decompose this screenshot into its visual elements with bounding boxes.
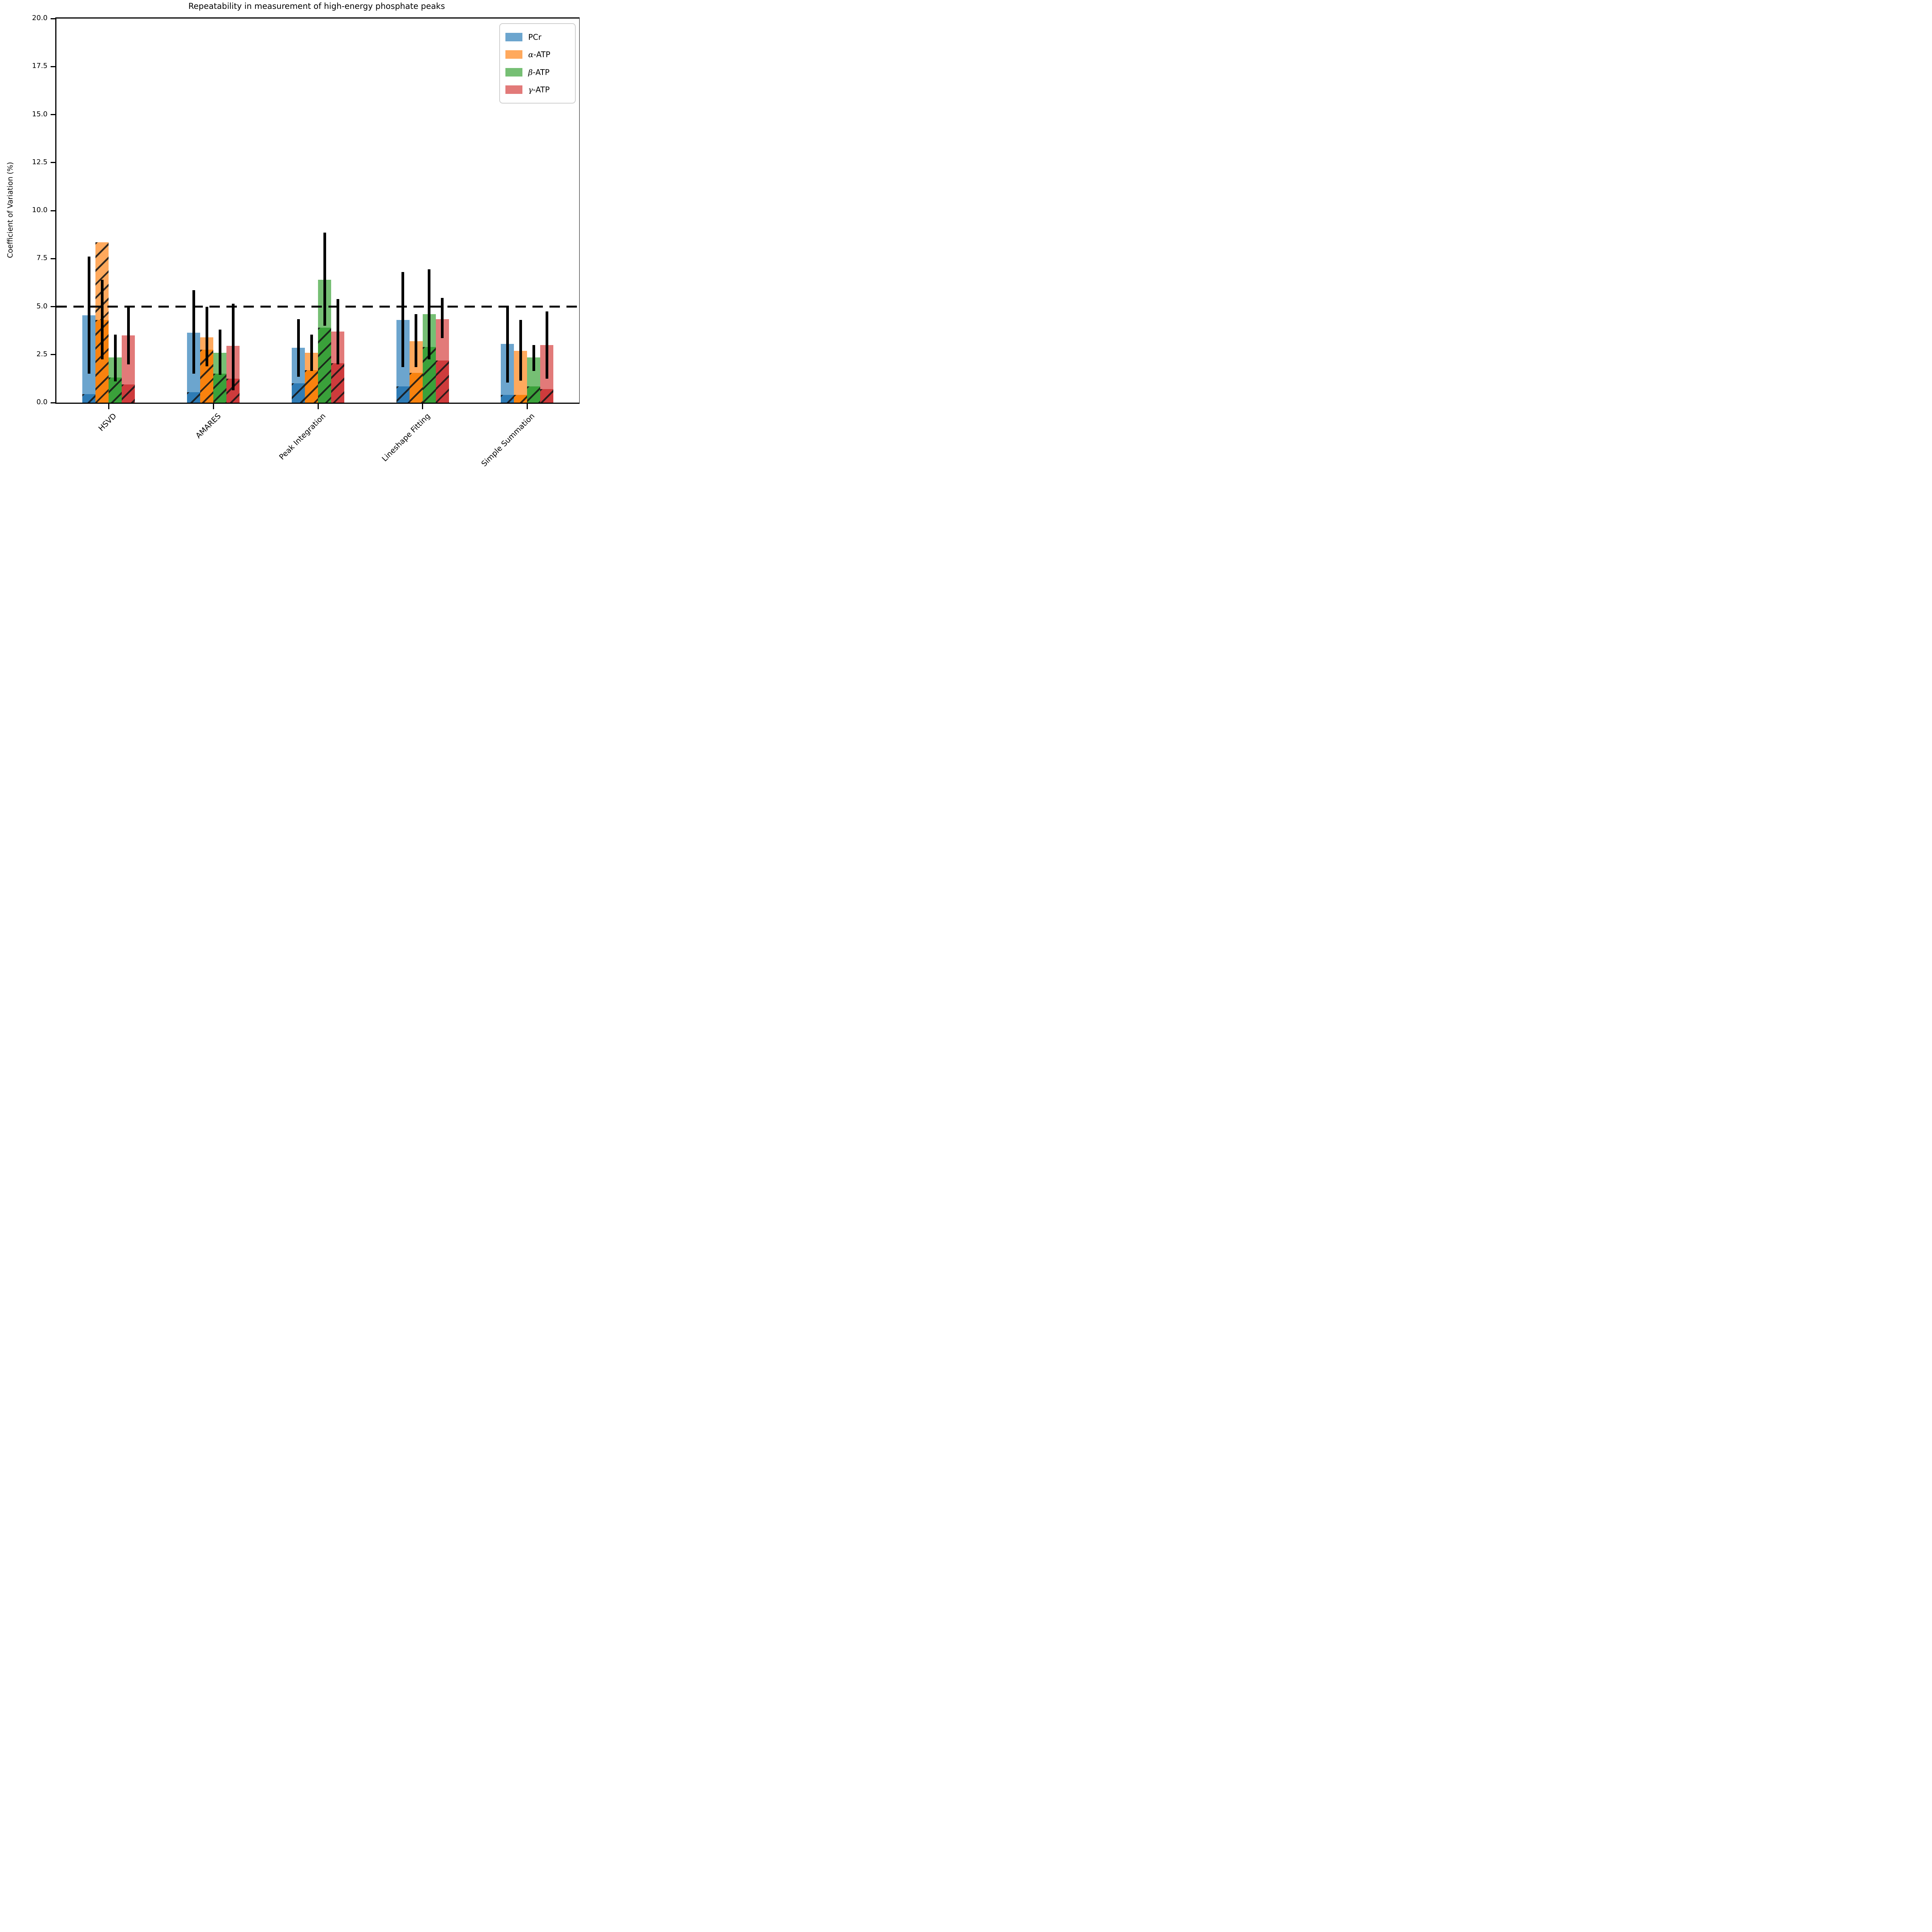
error-bar-γ-ATP-Lineshape Fitting: [441, 298, 444, 338]
bar-hatched-segment: [396, 386, 410, 403]
error-bar-β-ATP-Lineshape Fitting: [428, 269, 430, 360]
bar-hatched-segment: [109, 378, 122, 403]
error-bar-PCr-Peak Integration: [297, 319, 300, 377]
bar-hatched-segment: [122, 384, 135, 403]
y-tick-label: 17.5: [32, 62, 48, 70]
bar-PCr-Lineshape Fitting: [396, 320, 410, 403]
bar-β-ATP-AMARES: [213, 352, 226, 403]
error-bar-PCr-Lineshape Fitting: [401, 272, 404, 367]
legend-swatch: [505, 50, 522, 59]
legend-item-γ-ATP: γ-ATP: [505, 82, 570, 98]
error-bar-α-ATP-HSVD: [100, 279, 104, 360]
chart-title: Repeatability in measurement of high-ene…: [188, 2, 445, 11]
bar-hatched-segment: [305, 370, 318, 403]
legend-label: β-ATP: [528, 67, 550, 77]
y-axis-tick: [51, 306, 55, 307]
y-axis-tick: [51, 258, 55, 259]
error-bar-β-ATP-AMARES: [218, 330, 221, 375]
x-tick-label: HSVD: [96, 412, 118, 433]
bar-hatched-segment: [422, 347, 436, 403]
legend-label: PCr: [528, 32, 542, 42]
bar-hatched-segment: [292, 383, 305, 403]
bar-hatched-segment: [435, 360, 449, 403]
error-bar-β-ATP-Peak Integration: [323, 233, 326, 326]
bar-hatched-segment: [540, 389, 553, 403]
x-tick-label: AMARES: [194, 412, 223, 440]
bar-hatched-segment: [409, 372, 423, 403]
error-bar-γ-ATP-HSVD: [127, 307, 130, 364]
x-axis-tick: [317, 404, 319, 409]
x-axis-tick: [422, 404, 423, 409]
bar-β-ATP-Peak Integration: [318, 279, 331, 403]
bar-hatched-segment: [226, 378, 240, 403]
error-bar-γ-ATP-Peak Integration: [336, 299, 339, 364]
reference-line-5pct: [56, 306, 579, 308]
y-axis-tick: [51, 354, 55, 355]
y-axis-tick: [51, 162, 55, 163]
x-tick-label: Peak Integration: [277, 412, 328, 462]
error-bar-α-ATP-Lineshape Fitting: [415, 314, 417, 367]
bar-hatched-segment: [318, 328, 331, 403]
y-tick-label: 10.0: [32, 206, 48, 214]
y-tick-label: 7.5: [36, 254, 48, 262]
legend-label: γ-ATP: [528, 85, 550, 94]
chart-figure: Repeatability in measurement of high-ene…: [0, 0, 580, 509]
legend-label: α-ATP: [528, 50, 551, 60]
legend-item-β-ATP: β-ATP: [505, 64, 570, 80]
y-tick-label: 20.0: [32, 14, 48, 22]
legend-item-α-ATP: α-ATP: [505, 46, 570, 63]
plot-area: [55, 17, 580, 404]
y-axis-label: Coefficient of Variation (%): [6, 162, 15, 258]
bar-hatched-segment: [501, 395, 514, 403]
bar-hatched-segment: [187, 392, 200, 403]
y-tick-label: 15.0: [32, 110, 48, 118]
bar-hatched-segment: [82, 394, 95, 403]
x-axis-tick: [213, 404, 214, 409]
error-bar-α-ATP-Simple Summation: [519, 320, 522, 381]
error-bar-PCr-AMARES: [192, 290, 195, 374]
legend-swatch: [505, 68, 522, 77]
error-bar-β-ATP-Simple Summation: [532, 345, 535, 371]
y-tick-label: 5.0: [36, 302, 48, 310]
error-bar-α-ATP-Peak Integration: [310, 334, 313, 371]
error-bar-γ-ATP-AMARES: [231, 304, 235, 390]
bar-hatched-segment: [527, 386, 540, 403]
x-axis-tick: [526, 404, 528, 409]
error-bar-α-ATP-AMARES: [205, 306, 208, 366]
y-tick-label: 2.5: [36, 350, 48, 358]
legend-swatch: [505, 33, 522, 41]
error-bar-PCr-HSVD: [87, 257, 90, 374]
legend: PCr α-ATP β-ATP γ-ATP: [499, 23, 576, 104]
y-axis-tick: [51, 66, 55, 67]
legend-swatch: [505, 85, 522, 94]
error-bar-PCr-Simple Summation: [506, 306, 509, 383]
error-bar-γ-ATP-Simple Summation: [545, 311, 548, 379]
bar-hatched-segment: [213, 374, 226, 403]
x-tick-label: Lineshape Fitting: [380, 412, 432, 463]
error-bar-β-ATP-HSVD: [114, 334, 117, 382]
x-tick-label: Simple Summation: [480, 412, 537, 468]
bar-hatched-segment: [331, 363, 344, 403]
y-tick-label: 0.0: [36, 398, 48, 406]
y-tick-label: 12.5: [32, 158, 48, 166]
legend-item-PCr: PCr: [505, 29, 570, 45]
y-axis-tick: [51, 114, 55, 115]
y-axis-tick: [51, 210, 55, 211]
y-axis-tick: [51, 402, 55, 403]
bar-hatched-segment: [514, 395, 527, 403]
bar-β-ATP-HSVD: [109, 357, 122, 403]
y-axis-tick: [51, 18, 55, 19]
x-axis-tick: [108, 404, 109, 409]
